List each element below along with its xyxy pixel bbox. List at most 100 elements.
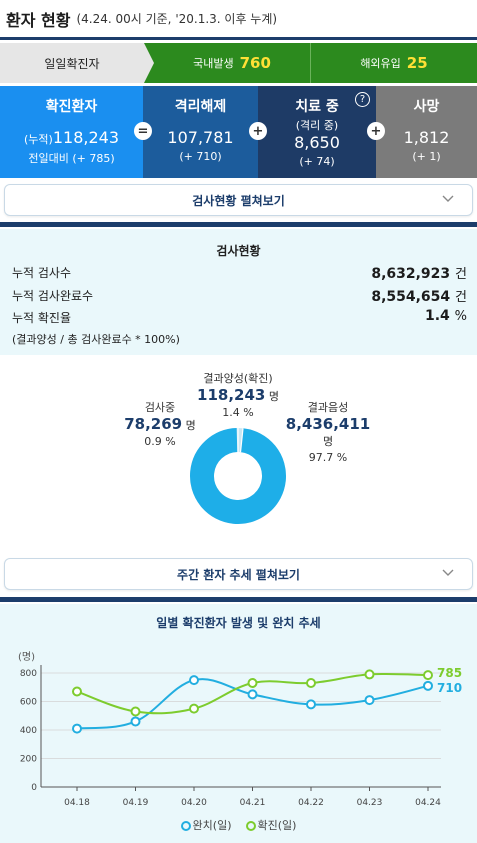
domestic-cases: 국내발생 760: [144, 43, 310, 83]
positive-label-block: 결과양성(확진) 118,243 명 1.4 %: [188, 370, 288, 419]
x-tick-label: 04.19: [123, 798, 149, 808]
confirmed-value: 118,243: [52, 128, 119, 147]
test-row: 누적 검사수 8,632,923 건: [12, 263, 467, 282]
confirmed-diff: 전일대비 (+ 785): [28, 152, 115, 165]
x-tick-label: 04.24: [415, 798, 441, 808]
chart-title: 일별 확진환자 발생 및 완치 추세: [156, 616, 321, 630]
test-row-number: 1.4: [424, 308, 450, 324]
test-row-label: 누적 확진율: [12, 311, 72, 325]
series-end-label: 785: [437, 666, 462, 680]
negative-value: 8,436,411: [285, 415, 371, 433]
data-point: [423, 680, 433, 691]
daily-trend-chart-panel: 일별 확진환자 발생 및 완치 추세 (명) 0 200 400 600 800 04.18…: [0, 604, 477, 843]
page-title: 환자 현황: [6, 10, 71, 30]
data-point: [189, 675, 199, 686]
treatment-subtitle: (격리 중): [295, 119, 339, 132]
y-tick-label: 200: [20, 755, 37, 765]
chart-legend: 완치(일) 확진(일): [0, 817, 477, 833]
test-expander-label: 검사현황 펼쳐보기: [192, 193, 285, 208]
released-diff: (+ 710): [179, 150, 222, 163]
released-title: 격리해제: [174, 99, 227, 115]
data-point: [247, 677, 258, 688]
deaths-card: 사망 1,812 (+ 1): [376, 86, 477, 178]
y-tick-label: 400: [20, 726, 37, 736]
y-tick-label: 800: [20, 669, 37, 679]
deaths-diff: (+ 1): [412, 150, 441, 163]
treatment-value: 8,650: [294, 133, 340, 152]
test-row-unit: 건: [455, 290, 467, 305]
released-value: 107,781: [167, 128, 234, 147]
domestic-label: 국내발생: [193, 57, 234, 70]
overseas-cases: 해외유입 25: [310, 43, 477, 83]
test-row-value: 1.4 %: [425, 308, 467, 324]
x-tick-label: 04.18: [64, 798, 90, 808]
positive-unit: 명: [268, 390, 279, 403]
test-status-expander[interactable]: 검사현황 펼쳐보기: [4, 184, 473, 216]
x-tick-label: 04.20: [181, 798, 207, 808]
confirmed-title: 확진환자: [45, 99, 98, 115]
test-row-value: 8,632,923 건: [371, 263, 467, 282]
plus-icon: +: [367, 122, 385, 140]
released-card: 격리해제 107,781 (+ 710): [143, 86, 258, 178]
data-point: [72, 723, 82, 734]
test-status-title: 검사현황: [216, 244, 261, 258]
test-row-label: 누적 검사수: [12, 266, 72, 280]
data-point: [423, 670, 433, 681]
test-donut-chart: [190, 428, 286, 524]
test-note: (결과양성 / 총 검사완료수 * 100%): [12, 333, 180, 346]
data-point: [306, 677, 316, 688]
legend-dot-icon: [245, 821, 256, 831]
test-row-number: 8,632,923: [371, 266, 451, 282]
testing-unit: 명: [185, 419, 196, 432]
test-donut-section: 결과양성(확진) 118,243 명 1.4 % 검사중 78,269 명 0.…: [0, 356, 477, 550]
overseas-value: 25: [406, 54, 428, 72]
data-point: [189, 703, 199, 714]
data-point: [72, 686, 82, 697]
data-point: [364, 695, 375, 706]
treatment-diff: (+ 74): [299, 155, 335, 168]
positive-pct: 1.4 %: [222, 406, 254, 419]
data-point: [130, 716, 141, 727]
legend-dot-icon: [180, 821, 191, 831]
domestic-value: 760: [239, 54, 271, 72]
test-row: 누적 확진율 1.4 %: [12, 308, 467, 326]
legend-item: 완치(일): [192, 819, 232, 832]
cumulative-prefix: (누적): [24, 133, 53, 146]
test-row: 누적 검사완료수 8,554,654 건: [12, 286, 467, 305]
treatment-title: 치료 중: [295, 99, 339, 115]
negative-unit: 명: [322, 435, 334, 448]
positive-label: 결과양성(확진): [203, 372, 273, 385]
data-point: [306, 699, 316, 710]
daily-confirmed-bar: 일일확진자 국내발생 760 해외유입 25: [0, 43, 477, 83]
legend-item: 확진(일): [257, 819, 297, 832]
weekly-trend-expander[interactable]: 주간 환자 추세 펼쳐보기: [4, 558, 473, 590]
equals-icon: =: [134, 122, 152, 140]
x-tick-label: 04.22: [298, 798, 324, 808]
chevron-down-icon: [442, 195, 454, 202]
page-header: 환자 현황 (4.24. 00시 기준, '20.1.3. 이후 누계): [0, 0, 477, 40]
y-tick-label: 600: [20, 698, 37, 708]
overseas-label: 해외유입: [360, 57, 401, 70]
x-tick-label: 04.21: [240, 798, 266, 808]
chevron-down-icon: [442, 569, 454, 576]
negative-label-block: 결과음성 8,436,411 명 97.7 %: [283, 399, 373, 464]
page-subtitle: (4.24. 00시 기준, '20.1.3. 이후 누계): [76, 12, 278, 26]
x-tick-label: 04.23: [357, 798, 383, 808]
negative-pct: 97.7 %: [308, 451, 348, 464]
data-point: [364, 669, 375, 680]
testing-value: 78,269: [124, 415, 183, 433]
section-divider: [0, 222, 477, 227]
help-icon[interactable]: ?: [355, 92, 370, 107]
y-tick-label: 0: [31, 783, 37, 793]
testing-label-block: 검사중 78,269 명 0.9 %: [120, 399, 200, 448]
treatment-card: 치료 중 (격리 중) 8,650 (+ 74) ?: [258, 86, 376, 178]
daily-confirmed-label: 일일확진자: [0, 43, 154, 83]
weekly-expander-label: 주간 환자 추세 펼쳐보기: [177, 567, 300, 582]
test-row-number: 8,554,654: [371, 289, 451, 305]
test-status-panel: 검사현황 누적 검사수 8,632,923 건 누적 검사완료수 8,554,6…: [0, 229, 477, 355]
test-row-value: 8,554,654 건: [371, 286, 467, 305]
plus-icon: +: [249, 122, 267, 140]
donut-separator: [239, 428, 244, 453]
test-row-unit: %: [454, 309, 467, 324]
test-row-label: 누적 검사완료수: [12, 289, 94, 303]
